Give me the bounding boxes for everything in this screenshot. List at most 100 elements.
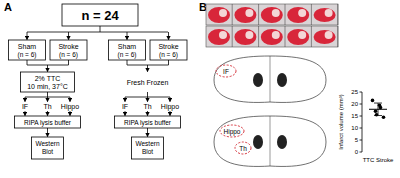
- connector: [127, 60, 128, 65]
- connector: [168, 60, 169, 65]
- atlas-label: Th: [239, 145, 247, 152]
- lysis: RIPA lysis buffer: [24, 119, 72, 127]
- y-tick: [360, 104, 363, 105]
- infarct: [325, 9, 333, 17]
- arrow: [47, 111, 48, 116]
- y-tick: [360, 152, 363, 153]
- arrow: [68, 32, 69, 40]
- brain-slice: [314, 8, 336, 22]
- region: Hippo: [61, 103, 79, 111]
- y-tick-label: 15: [351, 113, 358, 119]
- midline: [270, 116, 271, 166]
- box: [50, 40, 87, 60]
- data-point: [382, 115, 386, 119]
- box: [9, 40, 46, 60]
- infarct: [298, 31, 306, 39]
- ventricle: [253, 73, 263, 87]
- brain-slice: [261, 7, 283, 23]
- region: Hippo: [161, 103, 179, 111]
- assay: Blot: [42, 148, 53, 155]
- infarct: [245, 31, 253, 39]
- data-point: [379, 106, 383, 110]
- brain-slice: [314, 30, 336, 44]
- ventricle: [253, 135, 263, 149]
- arrow: [70, 111, 71, 116]
- region: IF: [122, 103, 128, 110]
- region: IF: [22, 103, 28, 110]
- connector: [68, 60, 69, 65]
- lysis: RIPA lysis buffer: [124, 119, 172, 127]
- atlas-outline: [214, 56, 326, 102]
- arrow: [47, 65, 48, 72]
- ruler: [232, 26, 233, 47]
- midline: [270, 56, 271, 102]
- brain-slice: [208, 7, 230, 23]
- y-tick: [360, 128, 363, 129]
- ruler: [232, 4, 233, 25]
- brain-slice: [234, 7, 256, 23]
- y-tick-label: 10: [351, 125, 358, 131]
- connector: [27, 60, 28, 65]
- infarct: [298, 9, 306, 17]
- arrow: [27, 32, 28, 40]
- arrow: [170, 111, 171, 116]
- data-point: [371, 99, 375, 103]
- figure: An = 24Sham(n = 6)Stroke(n = 6)2% TTC10 …: [0, 0, 400, 178]
- brain-slice: [261, 29, 283, 45]
- y-axis: [362, 92, 363, 152]
- error-cap: [374, 103, 382, 104]
- infarct: [272, 9, 280, 17]
- treatment: 10 min, 37°C: [27, 83, 68, 90]
- connector: [100, 26, 101, 32]
- y-tick-label: 25: [351, 89, 358, 95]
- arrow: [127, 32, 128, 40]
- region: Th: [143, 103, 151, 110]
- arrow: [70, 97, 71, 102]
- infarct: [219, 31, 227, 39]
- arrow: [47, 97, 48, 102]
- ruler: [285, 26, 286, 47]
- connector: [147, 92, 148, 97]
- panel-label: A: [4, 1, 12, 13]
- x-tick-label: TTC Stroke: [363, 157, 394, 163]
- arrow: [147, 128, 148, 137]
- y-tick-label: 0: [355, 149, 359, 155]
- brain-slice: [287, 29, 309, 45]
- assay: Western: [35, 140, 59, 147]
- y-tick: [360, 116, 363, 117]
- treatment: Fresh Frozen: [127, 79, 169, 86]
- arrow: [47, 128, 48, 137]
- region: Th: [43, 103, 51, 110]
- mean-line: [369, 109, 387, 110]
- infarct: [245, 9, 253, 17]
- group-n: (n = 6): [59, 51, 78, 59]
- brain-slice: [287, 7, 309, 23]
- arrow: [170, 97, 171, 102]
- ruler: [285, 4, 286, 25]
- ventricle: [277, 73, 287, 87]
- arrow: [25, 111, 26, 116]
- ruler: [337, 4, 338, 25]
- box: [132, 137, 164, 159]
- photo-strip: [206, 26, 338, 47]
- assay: Western: [135, 140, 159, 147]
- ruler: [311, 26, 312, 47]
- atlas-label: IF: [223, 68, 229, 75]
- brain-slice: [234, 29, 256, 45]
- connector: [27, 32, 168, 33]
- ruler: [258, 26, 259, 47]
- treatment: 2% TTC: [35, 75, 61, 82]
- data-point: [374, 109, 378, 113]
- group-n: (n = 6): [18, 51, 37, 59]
- y-tick: [360, 140, 363, 141]
- photo-strip: [206, 4, 338, 25]
- group-n: (n = 6): [118, 51, 137, 59]
- ruler: [337, 26, 338, 47]
- arrow: [25, 97, 26, 102]
- group-name: Stroke: [58, 43, 78, 50]
- group-n: (n = 6): [159, 51, 178, 59]
- group-name: Stroke: [158, 43, 178, 50]
- atlas-outline: [214, 116, 326, 166]
- box: [115, 116, 181, 128]
- connector: [47, 92, 48, 97]
